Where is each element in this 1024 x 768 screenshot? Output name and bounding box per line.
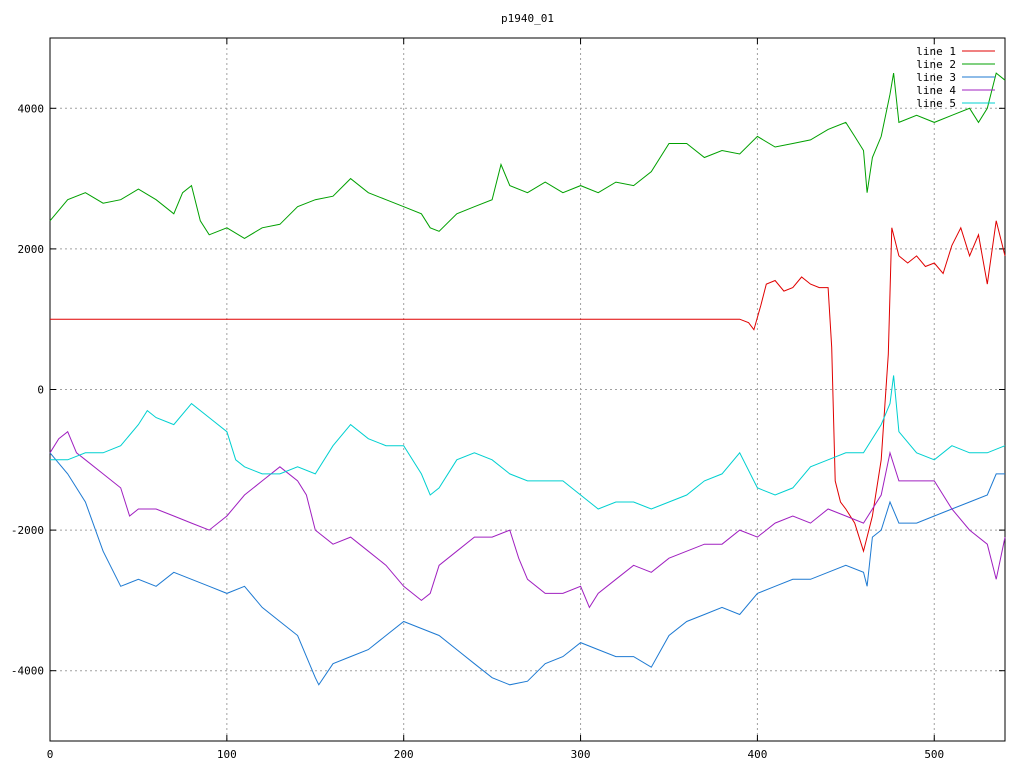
series-line-1 bbox=[50, 220, 1006, 554]
y-tick-label: -2000 bbox=[11, 524, 44, 537]
legend-label-4: line 4 bbox=[916, 84, 956, 97]
x-tick-label: 400 bbox=[747, 748, 767, 761]
axis-ticks: 0 100 200 300 400 500 -4000 -2000 0 2000 4000 bbox=[11, 38, 1005, 761]
chart-title: p1940_01 bbox=[501, 12, 554, 25]
series-line-5 bbox=[50, 375, 1006, 510]
series-line-3 bbox=[49, 452, 1005, 686]
legend-label-5: line 5 bbox=[916, 97, 956, 110]
x-tick-label: 100 bbox=[217, 748, 237, 761]
x-tick-label: 200 bbox=[394, 748, 414, 761]
series-line-2 bbox=[49, 72, 1006, 239]
legend-label-3: line 3 bbox=[916, 71, 956, 84]
y-tick-label: 2000 bbox=[18, 243, 45, 256]
x-tick-label: 300 bbox=[571, 748, 591, 761]
y-tick-label: -4000 bbox=[11, 665, 44, 678]
x-tick-label: 500 bbox=[924, 748, 944, 761]
x-tick-label: 0 bbox=[47, 748, 54, 761]
series-lines bbox=[49, 72, 1006, 686]
y-tick-label: 4000 bbox=[18, 102, 45, 115]
legend-label-2: line 2 bbox=[916, 58, 956, 71]
series-line-4 bbox=[49, 430, 1006, 609]
legend-label-1: line 1 bbox=[916, 45, 956, 58]
y-tick-label: 0 bbox=[37, 384, 44, 397]
grid bbox=[50, 38, 1005, 741]
